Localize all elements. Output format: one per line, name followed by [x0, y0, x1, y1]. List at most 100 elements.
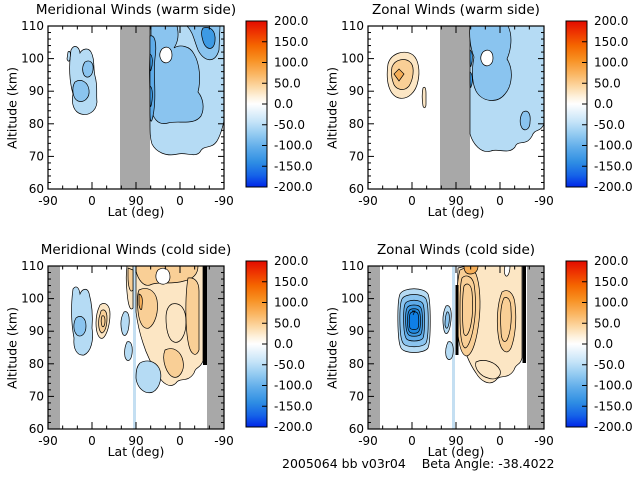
- svg-text:-50.0: -50.0: [274, 358, 305, 372]
- svg-text:200.0: 200.0: [274, 254, 308, 268]
- svg-text:100: 100: [21, 292, 44, 306]
- svg-text:-150.0: -150.0: [594, 159, 633, 173]
- svg-text:70: 70: [29, 389, 44, 403]
- svg-text:150.0: 150.0: [594, 35, 628, 49]
- svg-text:-90: -90: [38, 194, 58, 208]
- svg-text:0: 0: [176, 434, 184, 448]
- svg-text:-90: -90: [358, 434, 378, 448]
- svg-text:80: 80: [29, 357, 44, 371]
- svg-text:0: 0: [88, 434, 96, 448]
- svg-text:90: 90: [29, 324, 44, 338]
- svg-text:90: 90: [349, 324, 364, 338]
- svg-text:-150.0: -150.0: [274, 159, 313, 173]
- svg-text:-100.0: -100.0: [594, 139, 633, 153]
- svg-text:90: 90: [128, 194, 143, 208]
- panel-meridional-cold: -90 0 90 0 -90 60 70 80 90 100 110 200.0 150.0 100.0 5…: [0, 240, 320, 480]
- svg-text:50.0: 50.0: [594, 76, 621, 90]
- svg-text:60: 60: [349, 182, 364, 196]
- svg-text:90: 90: [128, 434, 143, 448]
- svg-text:0.0: 0.0: [274, 337, 293, 351]
- panel-zonal-warm: -90 0 90 0 -90 60 70 80 90 100 110 200.0 150.0 100.0 5…: [320, 0, 640, 240]
- svg-text:-100.0: -100.0: [274, 139, 313, 153]
- panel-title: Zonal Winds (cold side): [376, 242, 536, 258]
- svg-text:0.0: 0.0: [274, 97, 293, 111]
- svg-text:-50.0: -50.0: [594, 358, 625, 372]
- svg-text:-90: -90: [214, 434, 234, 448]
- svg-text:-200.0: -200.0: [594, 420, 633, 434]
- y-axis-label: Altitude (km): [4, 67, 20, 149]
- svg-text:100.0: 100.0: [274, 296, 308, 310]
- svg-text:-150.0: -150.0: [274, 399, 313, 413]
- svg-text:50.0: 50.0: [274, 316, 301, 330]
- svg-text:0.0: 0.0: [594, 337, 613, 351]
- svg-text:150.0: 150.0: [274, 275, 308, 289]
- svg-text:70: 70: [349, 389, 364, 403]
- x-axis-label: Lat (deg): [107, 204, 165, 219]
- svg-text:200.0: 200.0: [594, 14, 628, 28]
- svg-text:90: 90: [448, 194, 463, 208]
- x-axis-label: Lat (deg): [427, 204, 485, 219]
- svg-text:-90: -90: [358, 194, 378, 208]
- y-axis-label: Altitude (km): [4, 307, 20, 389]
- svg-text:-150.0: -150.0: [594, 399, 633, 413]
- svg-text:100.0: 100.0: [594, 56, 628, 70]
- svg-text:-50.0: -50.0: [274, 118, 305, 132]
- svg-text:-90: -90: [534, 434, 554, 448]
- svg-text:90: 90: [29, 84, 44, 98]
- svg-text:100: 100: [341, 52, 364, 66]
- x-axis-label: Lat (deg): [427, 444, 485, 459]
- svg-text:80: 80: [29, 117, 44, 131]
- svg-text:-200.0: -200.0: [274, 180, 313, 194]
- svg-text:0: 0: [408, 194, 416, 208]
- svg-text:0: 0: [496, 194, 504, 208]
- svg-text:0: 0: [408, 434, 416, 448]
- svg-text:150.0: 150.0: [594, 275, 628, 289]
- svg-text:150.0: 150.0: [274, 35, 308, 49]
- svg-text:90: 90: [448, 434, 463, 448]
- x-axis-label: Lat (deg): [107, 444, 165, 459]
- svg-text:90: 90: [349, 84, 364, 98]
- y-axis-label: Altitude (km): [324, 67, 340, 149]
- svg-text:0: 0: [176, 194, 184, 208]
- svg-text:100: 100: [21, 52, 44, 66]
- svg-text:60: 60: [29, 422, 44, 436]
- svg-text:70: 70: [349, 149, 364, 163]
- y-axis-label: Altitude (km): [324, 307, 340, 389]
- svg-text:110: 110: [341, 19, 364, 33]
- svg-text:0: 0: [496, 434, 504, 448]
- svg-text:110: 110: [341, 259, 364, 273]
- panel-zonal-cold: -90 0 90 0 -90 60 70 80 90 100 110 200.0 150.0 100.0 5…: [320, 240, 640, 480]
- svg-text:-90: -90: [534, 194, 554, 208]
- svg-text:0: 0: [88, 194, 96, 208]
- svg-text:-200.0: -200.0: [594, 180, 633, 194]
- svg-text:110: 110: [21, 19, 44, 33]
- panel-meridional-warm: -90 0 90 0 -90 60 70 80 90 100 110 200.0 150.0 100.0 5…: [0, 0, 320, 240]
- panel-title: Meridional Winds (cold side): [40, 242, 232, 258]
- svg-text:50.0: 50.0: [274, 76, 301, 90]
- svg-text:80: 80: [349, 357, 364, 371]
- svg-text:-100.0: -100.0: [594, 379, 633, 393]
- svg-text:-50.0: -50.0: [594, 118, 625, 132]
- svg-text:100.0: 100.0: [274, 56, 308, 70]
- svg-text:-90: -90: [214, 194, 234, 208]
- svg-text:70: 70: [29, 149, 44, 163]
- svg-text:60: 60: [349, 422, 364, 436]
- svg-text:200.0: 200.0: [274, 14, 308, 28]
- svg-text:100: 100: [341, 292, 364, 306]
- panel-title: Meridional Winds (warm side): [35, 2, 237, 18]
- svg-text:50.0: 50.0: [594, 316, 621, 330]
- svg-text:110: 110: [21, 259, 44, 273]
- svg-text:-90: -90: [38, 434, 58, 448]
- svg-text:-200.0: -200.0: [274, 420, 313, 434]
- svg-text:80: 80: [349, 117, 364, 131]
- svg-text:-100.0: -100.0: [274, 379, 313, 393]
- footer-caption: 2005064 bb v03r04 Beta Angle: -38.4022: [282, 456, 555, 471]
- svg-text:200.0: 200.0: [594, 254, 628, 268]
- panel-title: Zonal Winds (warm side): [372, 2, 540, 18]
- svg-text:60: 60: [29, 182, 44, 196]
